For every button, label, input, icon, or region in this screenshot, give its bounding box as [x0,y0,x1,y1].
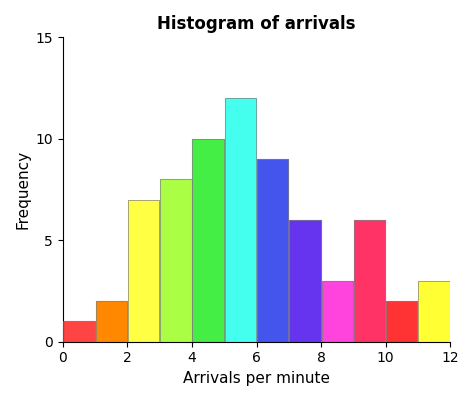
Bar [225,98,256,342]
Bar [354,220,385,342]
Bar [321,281,353,342]
Bar [192,139,224,342]
Bar [160,179,191,342]
Bar [419,281,450,342]
Bar [192,139,224,342]
Title: Histogram of arrivals: Histogram of arrivals [157,15,356,33]
Bar [451,322,474,342]
Bar [386,301,418,342]
Bar [451,322,474,342]
Bar [289,220,320,342]
Bar [257,159,288,342]
Bar [64,322,95,342]
Bar [419,281,450,342]
Bar [96,301,127,342]
Bar [354,220,385,342]
Bar [289,220,320,342]
Bar [321,281,353,342]
Bar [64,322,95,342]
Bar [386,301,418,342]
Bar [225,98,256,342]
Bar [128,200,159,342]
Bar [128,200,159,342]
Bar [160,179,191,342]
Bar [257,159,288,342]
Y-axis label: Frequency: Frequency [15,150,30,229]
Bar [96,301,127,342]
X-axis label: Arrivals per minute: Arrivals per minute [183,371,330,386]
